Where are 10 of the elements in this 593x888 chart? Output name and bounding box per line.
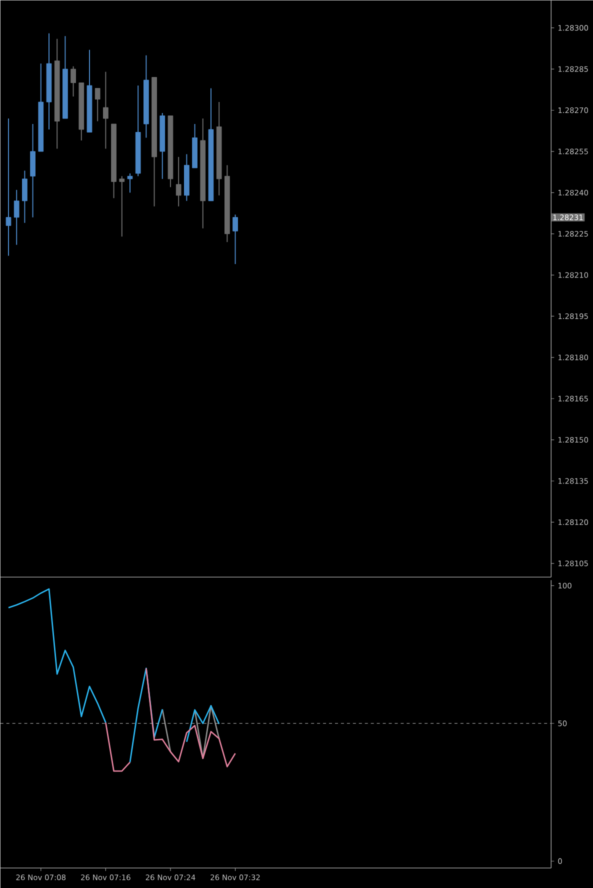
candlestick	[232, 214, 238, 265]
candlestick	[94, 88, 100, 122]
candlestick	[102, 71, 108, 150]
candlestick	[127, 172, 133, 194]
candlestick	[14, 189, 20, 246]
candlestick	[176, 156, 182, 207]
candlestick	[119, 176, 125, 238]
candlestick	[70, 66, 76, 98]
candlestick	[22, 170, 28, 224]
candlestick	[6, 118, 12, 256]
